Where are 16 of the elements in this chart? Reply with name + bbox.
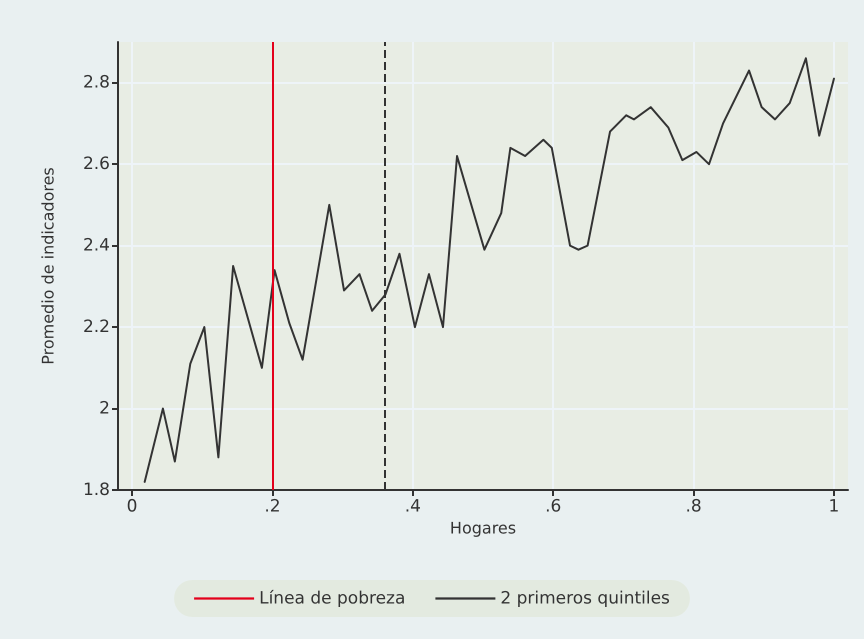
legend-label: 2 primeros quintiles: [500, 588, 670, 608]
y-tick-label: 1.8: [82, 480, 110, 500]
x-tick-label: 1: [828, 496, 840, 516]
x-tick-label: .6: [545, 496, 562, 516]
y-tick-label: 2.2: [82, 317, 110, 338]
x-tick-label: .2: [264, 496, 281, 516]
y-tick-label: 2.6: [82, 154, 110, 174]
y-tick-label: 2: [99, 398, 110, 419]
y-axis-title: Promedio de indicadores: [38, 167, 58, 365]
x-tick-label: 0: [126, 496, 138, 516]
x-tick-label: .4: [404, 496, 421, 516]
y-tick-label: 2.4: [82, 236, 110, 256]
x-axis-title: Hogares: [450, 518, 516, 538]
legend-label: Línea de pobreza: [259, 588, 406, 608]
y-tick-label: 2.8: [82, 72, 110, 93]
x-tick-label: .8: [685, 496, 702, 516]
